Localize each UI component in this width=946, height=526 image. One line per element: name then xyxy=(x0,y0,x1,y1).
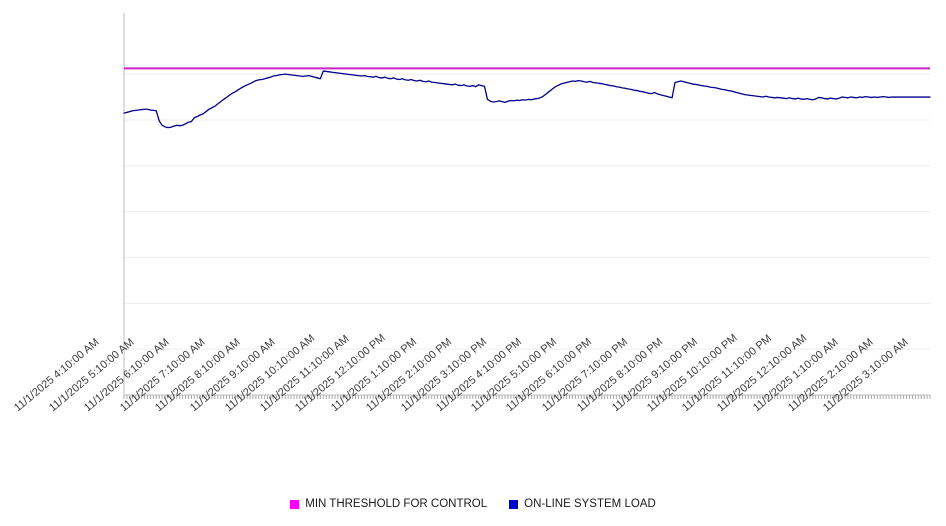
legend-swatch-min-threshold xyxy=(290,499,300,509)
legend-swatch-online-system-load xyxy=(509,499,519,509)
legend-label-min-threshold: MIN THRESHOLD FOR CONTROL xyxy=(305,498,488,510)
legend-item-online-system-load[interactable]: ON-LINE SYSTEM LOAD xyxy=(509,498,656,510)
x-axis-ticks xyxy=(123,395,931,399)
chart-legend: MIN THRESHOLD FOR CONTROL ON-LINE SYSTEM… xyxy=(0,498,946,510)
axis-lines xyxy=(123,13,930,396)
gridlines xyxy=(124,73,930,350)
legend-label-online-system-load: ON-LINE SYSTEM LOAD xyxy=(524,498,656,510)
legend-item-min-threshold[interactable]: MIN THRESHOLD FOR CONTROL xyxy=(290,498,487,510)
online-system-load-line xyxy=(123,70,931,129)
